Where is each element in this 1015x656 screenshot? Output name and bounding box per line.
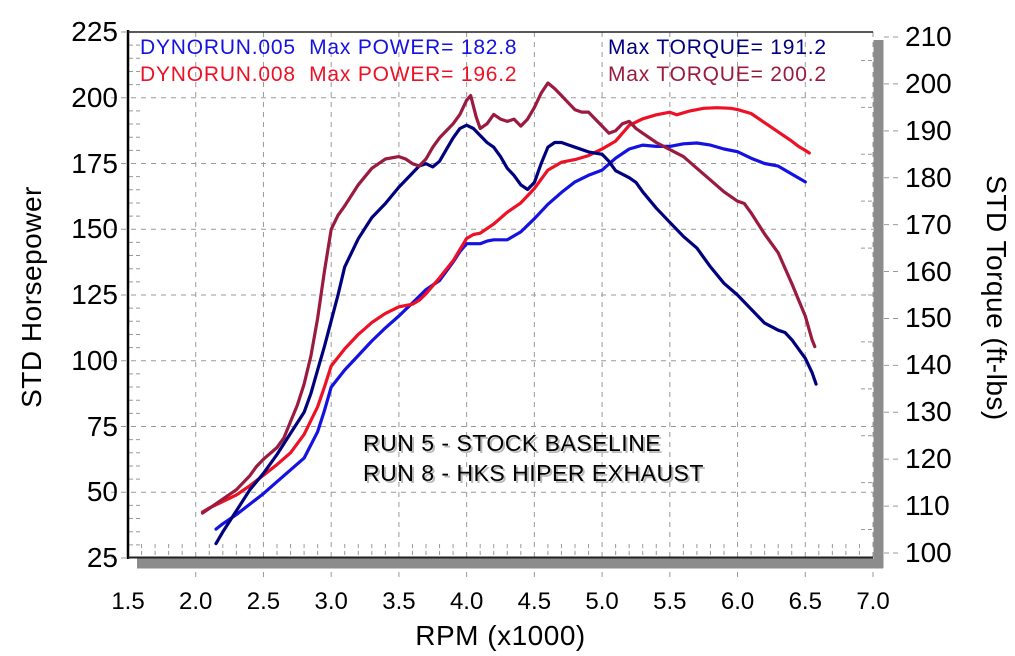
dynorun-008-torque-curve xyxy=(200,81,817,515)
torque-tick-label: 190 xyxy=(905,114,952,146)
rpm-tick-label: 4.5 xyxy=(517,588,552,615)
hp-tick-label: 75 xyxy=(86,410,118,442)
dynorun-008-power-curve xyxy=(200,106,811,514)
dynorun-005-torque-curve xyxy=(214,123,818,546)
torque-tick-label: 180 xyxy=(905,161,952,193)
torque-tick-label: 130 xyxy=(905,396,952,428)
hp-tick-label: 100 xyxy=(71,344,118,376)
hp-tick-label: 200 xyxy=(71,81,118,113)
rpm-tick-label: 6.0 xyxy=(720,588,755,615)
rpm-tick-label: 6.5 xyxy=(788,588,822,615)
hp-tick-label: 125 xyxy=(71,279,118,310)
torque-tick-label: 110 xyxy=(905,490,950,522)
right-axis-title: STD Torque (ft-lbs) xyxy=(981,175,1012,421)
rpm-tick-label: 7.0 xyxy=(856,588,890,615)
torque-tick-label: 100 xyxy=(905,537,952,568)
torque-tick-label: 160 xyxy=(905,255,952,287)
bottom-drop-shadow xyxy=(137,558,883,569)
rpm-tick-label: 5.0 xyxy=(585,588,619,615)
rpm-tick-label: 3.0 xyxy=(314,588,348,615)
torque-tick-label: 140 xyxy=(905,349,952,381)
dynorun-005-power-curve xyxy=(214,141,807,531)
torque-tick-label: 120 xyxy=(905,443,952,475)
legend-run5-power: DYNORUN.005 Max POWER= 182.8 xyxy=(140,36,518,59)
legend-run8-torque: Max TORQUE= 200.2 xyxy=(608,63,827,86)
x-axis-title: RPM (x1000) xyxy=(415,620,586,651)
annotation-run8: RUN 8 - HKS HIPER EXHAUST xyxy=(363,460,704,486)
hp-tick-label: 175 xyxy=(71,147,118,179)
rpm-tick-label: 5.5 xyxy=(653,588,687,615)
torque-tick-label: 210 xyxy=(905,21,952,52)
rpm-tick-label: 1.5 xyxy=(111,588,145,615)
rpm-tick-label: 2.5 xyxy=(246,588,281,615)
annotation-run5: RUN 5 - STOCK BASELINE xyxy=(363,430,662,456)
hp-tick-label: 150 xyxy=(71,213,118,245)
hp-tick-label: 25 xyxy=(86,542,118,573)
hp-tick-label: 225 xyxy=(71,16,118,47)
legend-run8-power: DYNORUN.008 Max POWER= 196.2 xyxy=(140,63,518,86)
right-drop-shadow xyxy=(873,40,884,568)
rpm-tick-label: 3.5 xyxy=(382,588,416,615)
rpm-tick-label: 2.0 xyxy=(179,588,213,615)
rpm-tick-label: 4.0 xyxy=(449,588,484,615)
legend-run5-torque: Max TORQUE= 191.2 xyxy=(608,36,827,59)
torque-tick-label: 150 xyxy=(905,302,952,334)
hp-tick-label: 50 xyxy=(86,476,118,508)
torque-tick-label: 170 xyxy=(905,208,952,240)
torque-tick-label: 200 xyxy=(905,67,952,99)
